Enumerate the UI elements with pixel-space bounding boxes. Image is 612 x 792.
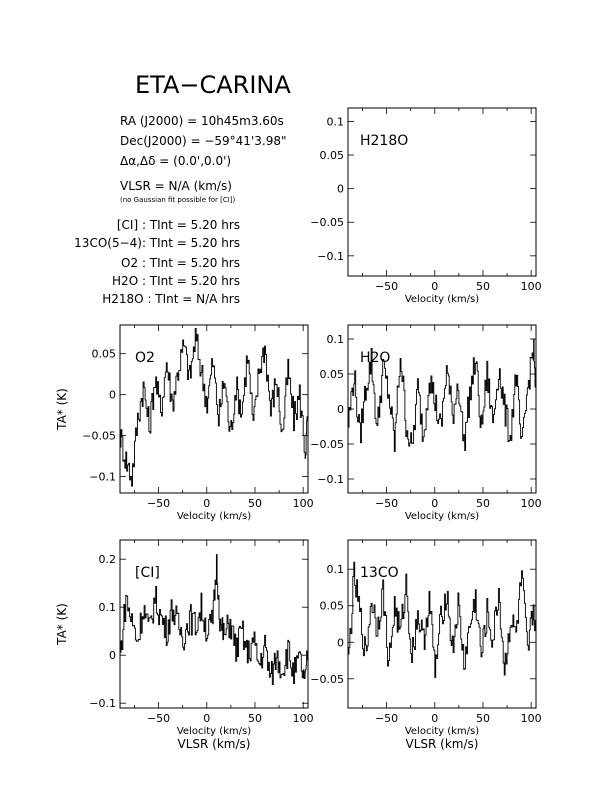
source-title: ETA−CARINA	[135, 71, 291, 99]
x-tick-label-CI: −50	[147, 712, 170, 725]
ra-label: RA (J2000) = 10h45m3.60s	[120, 114, 284, 128]
panel-label-H2O: H2O	[360, 350, 390, 366]
y-tick-label-H2O: 0	[337, 403, 344, 416]
x-tick-label-H2O: 50	[476, 497, 490, 510]
panel-label-O2: O2	[135, 350, 155, 366]
y-tick-label-O2: −0.05	[82, 430, 116, 443]
y-tick-label-H2O: 0.1	[327, 333, 345, 346]
x-tick-label-H2O: 0	[431, 497, 438, 510]
x-axis-label-13CO: Velocity (km/s)	[405, 726, 479, 737]
x-tick-label-O2: −50	[147, 497, 170, 510]
y-tick-label-CI: 0.2	[99, 553, 117, 566]
x-tick-label-13CO: −50	[375, 712, 398, 725]
integration-ci: [CI] : TInt = 5.20 hrs	[117, 218, 240, 232]
y-tick-label-13CO: 0.1	[327, 563, 345, 576]
spectrum-line-H2O	[348, 338, 536, 452]
x-tick-label-H218O: 100	[521, 280, 542, 293]
x-axis-label-H218O: Velocity (km/s)	[405, 294, 479, 305]
x-tick-label-H2O: 100	[521, 497, 542, 510]
y-tick-label-H218O: −0.05	[310, 216, 344, 229]
y-tick-label-O2: −0.1	[89, 471, 116, 484]
x-tick-label-H218O: 50	[476, 280, 490, 293]
integration-h218o: H218O : TInt = N/A hrs	[102, 292, 240, 306]
spectrum-line-O2	[120, 328, 308, 487]
x-tick-label-CI: 100	[293, 712, 314, 725]
panel-label-H218O: H218O	[360, 133, 408, 149]
panel-frame-13CO	[347, 539, 537, 709]
offset-label: Δα,Δδ = (0.0',0.0')	[120, 154, 231, 168]
x-tick-label-13CO: 100	[521, 712, 542, 725]
y-tick-label-O2: 0.05	[92, 348, 117, 361]
y-tick-label-H2O: 0.05	[320, 368, 345, 381]
x-tick-label-CI: 0	[203, 712, 210, 725]
x-tick-label-H2O: −50	[375, 497, 398, 510]
x-tick-label-CI: 50	[248, 712, 262, 725]
vlsr-label: VLSR = N/A (km/s)	[120, 179, 232, 193]
x-tick-label-H218O: −50	[375, 280, 398, 293]
y-tick-label-13CO: 0.05	[320, 600, 345, 613]
x-axis-label2-13CO: VLSR (km/s)	[406, 737, 479, 751]
y-tick-label-O2: 0	[109, 389, 116, 402]
x-tick-label-H218O: 0	[431, 280, 438, 293]
y-tick-label-CI: −0.1	[89, 697, 116, 710]
panel-frame-CI	[119, 539, 309, 709]
y-tick-label-H218O: 0.05	[320, 149, 345, 162]
fit-note: (no Gaussian fit possible for [CI])	[120, 196, 236, 204]
y-axis-label-CI: TA* (K)	[55, 603, 69, 646]
y-axis-label-O2: TA* (K)	[55, 388, 69, 431]
x-axis-label2-CI: VLSR (km/s)	[178, 737, 251, 751]
x-axis-label-O2: Velocity (km/s)	[177, 511, 251, 522]
y-tick-label-H2O: −0.05	[310, 438, 344, 451]
y-tick-label-CI: 0.1	[99, 601, 117, 614]
integration-13co: 13CO(5−4): TInt = 5.20 hrs	[74, 236, 240, 250]
integration-o2: O2 : TInt = 5.20 hrs	[121, 256, 240, 270]
x-tick-label-O2: 0	[203, 497, 210, 510]
panel-frame-H218O	[347, 107, 537, 277]
panel-label-CI: [CI]	[135, 565, 160, 581]
x-tick-label-13CO: 0	[431, 712, 438, 725]
dec-label: Dec(J2000) = −59°41'3.98"	[120, 134, 286, 148]
panel-label-13CO: 13CO	[360, 565, 399, 581]
panel-frame-O2	[119, 324, 309, 494]
y-tick-label-CI: 0	[109, 649, 116, 662]
y-tick-label-H218O: 0	[337, 183, 344, 196]
y-tick-label-13CO: 0	[337, 636, 344, 649]
x-tick-label-O2: 50	[248, 497, 262, 510]
y-tick-label-H218O: 0.1	[327, 115, 345, 128]
spectrum-line-CI	[120, 554, 308, 685]
y-tick-label-H2O: −0.1	[317, 473, 344, 486]
x-tick-label-13CO: 50	[476, 712, 490, 725]
x-axis-label-H2O: Velocity (km/s)	[405, 511, 479, 522]
integration-h2o: H2O : TInt = 5.20 hrs	[112, 274, 240, 288]
x-axis-label-CI: Velocity (km/s)	[177, 726, 251, 737]
y-tick-label-13CO: −0.05	[310, 673, 344, 686]
y-tick-label-H218O: −0.1	[317, 250, 344, 263]
x-tick-label-O2: 100	[293, 497, 314, 510]
spectrum-line-13CO	[348, 561, 536, 678]
